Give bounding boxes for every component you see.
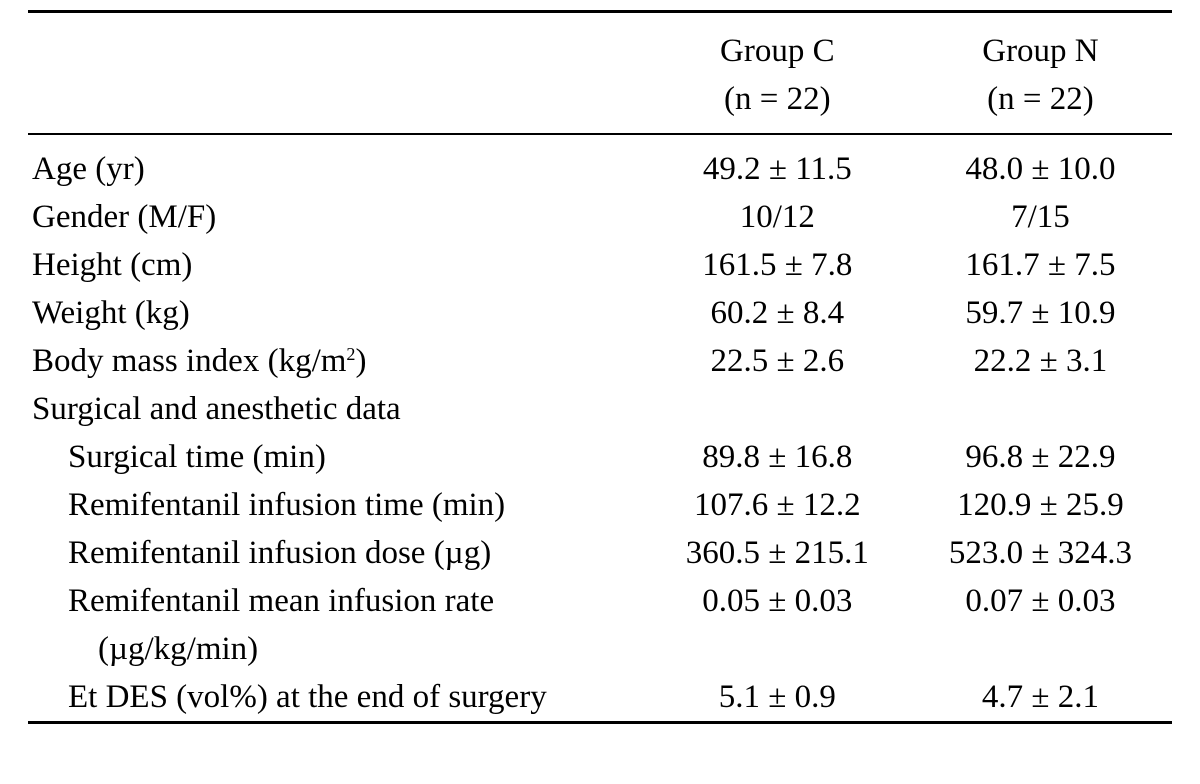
table-row: Remifentanil mean infusion rate0.05 ± 0.… <box>28 577 1172 625</box>
table-row: Surgical and anesthetic data <box>28 385 1172 433</box>
row-label: Gender (M/F) <box>28 193 646 241</box>
table-body: Age (yr)49.2 ± 11.548.0 ± 10.0Gender (M/… <box>28 134 1172 723</box>
row-value-group-c: 5.1 ± 0.9 <box>646 673 909 723</box>
row-value-group-c: 49.2 ± 11.5 <box>646 134 909 193</box>
row-value-group-c <box>646 385 909 433</box>
row-label: Body mass index (kg/m2) <box>28 337 646 385</box>
demographics-table: Group C (n = 22) Group N (n = 22) Age (y… <box>28 10 1172 724</box>
row-value-group-n <box>909 385 1172 433</box>
row-value-group-c: 0.05 ± 0.03 <box>646 577 909 625</box>
row-value-group-c: 161.5 ± 7.8 <box>646 241 909 289</box>
table-row: Remifentanil infusion time (min)107.6 ± … <box>28 481 1172 529</box>
table-row: Weight (kg)60.2 ± 8.459.7 ± 10.9 <box>28 289 1172 337</box>
row-label: Et DES (vol%) at the end of surgery <box>28 673 646 723</box>
header-blank <box>28 12 646 134</box>
header-group-c-line1: Group C <box>646 27 909 75</box>
row-value-group-c: 360.5 ± 215.1 <box>646 529 909 577</box>
row-value-group-n: 48.0 ± 10.0 <box>909 134 1172 193</box>
row-label: Surgical time (min) <box>28 433 646 481</box>
row-value-group-n: 120.9 ± 25.9 <box>909 481 1172 529</box>
row-value-group-n <box>909 625 1172 673</box>
row-label: Remifentanil mean infusion rate <box>28 577 646 625</box>
demographics-table-container: Group C (n = 22) Group N (n = 22) Age (y… <box>0 0 1200 734</box>
row-value-group-n: 161.7 ± 7.5 <box>909 241 1172 289</box>
row-value-group-c: 60.2 ± 8.4 <box>646 289 909 337</box>
row-label: Surgical and anesthetic data <box>28 385 646 433</box>
row-value-group-n: 59.7 ± 10.9 <box>909 289 1172 337</box>
row-value-group-n: 7/15 <box>909 193 1172 241</box>
table-row: Height (cm)161.5 ± 7.8161.7 ± 7.5 <box>28 241 1172 289</box>
row-value-group-c: 22.5 ± 2.6 <box>646 337 909 385</box>
row-label: (µg/kg/min) <box>28 625 646 673</box>
row-value-group-n: 0.07 ± 0.03 <box>909 577 1172 625</box>
table-row: Remifentanil infusion dose (µg)360.5 ± 2… <box>28 529 1172 577</box>
table-row: Et DES (vol%) at the end of surgery5.1 ±… <box>28 673 1172 723</box>
header-group-c-line2: (n = 22) <box>646 75 909 123</box>
row-value-group-c <box>646 625 909 673</box>
row-label: Age (yr) <box>28 134 646 193</box>
row-value-group-n: 22.2 ± 3.1 <box>909 337 1172 385</box>
header-group-n-line1: Group N <box>909 27 1172 75</box>
table-row: Age (yr)49.2 ± 11.548.0 ± 10.0 <box>28 134 1172 193</box>
row-label: Weight (kg) <box>28 289 646 337</box>
row-label: Height (cm) <box>28 241 646 289</box>
row-value-group-n: 523.0 ± 324.3 <box>909 529 1172 577</box>
header-group-c: Group C (n = 22) <box>646 12 909 134</box>
table-row: (µg/kg/min) <box>28 625 1172 673</box>
row-label: Remifentanil infusion time (min) <box>28 481 646 529</box>
table-row: Gender (M/F)10/127/15 <box>28 193 1172 241</box>
row-label: Remifentanil infusion dose (µg) <box>28 529 646 577</box>
row-value-group-n: 4.7 ± 2.1 <box>909 673 1172 723</box>
row-value-group-c: 10/12 <box>646 193 909 241</box>
header-group-n: Group N (n = 22) <box>909 12 1172 134</box>
header-group-n-line2: (n = 22) <box>909 75 1172 123</box>
row-value-group-c: 89.8 ± 16.8 <box>646 433 909 481</box>
row-value-group-c: 107.6 ± 12.2 <box>646 481 909 529</box>
table-row: Body mass index (kg/m2)22.5 ± 2.622.2 ± … <box>28 337 1172 385</box>
row-value-group-n: 96.8 ± 22.9 <box>909 433 1172 481</box>
table-row: Surgical time (min)89.8 ± 16.896.8 ± 22.… <box>28 433 1172 481</box>
